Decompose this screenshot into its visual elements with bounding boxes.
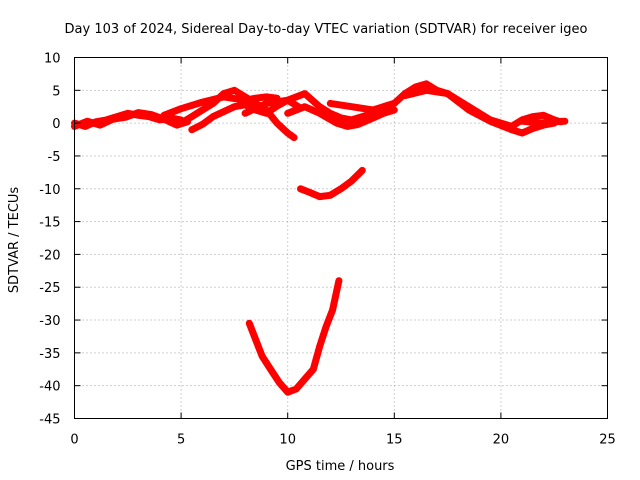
axis-ticks: [74, 57, 608, 419]
plot-frame: [74, 57, 608, 419]
x-tick-labels: 0 5 10 15 20 25: [70, 433, 615, 448]
y-tick-label: -10: [39, 183, 60, 198]
series-track-7: [284, 103, 398, 130]
series-track-4: [160, 93, 281, 119]
y-tick-label: 5: [52, 84, 60, 99]
y-tick-label: -35: [39, 347, 60, 362]
data-series: [71, 80, 569, 396]
x-tick-label: 20: [493, 433, 510, 448]
x-tick-label: 10: [279, 433, 296, 448]
y-tick-label: -15: [39, 216, 60, 231]
x-axis-label: GPS time / hours: [286, 459, 395, 474]
x-tick-label: 25: [599, 433, 616, 448]
x-tick-label: 15: [386, 433, 403, 448]
series-track-2: [71, 109, 191, 130]
y-axis-label: SDTVAR / TECUs: [7, 187, 22, 294]
x-tick-label: 5: [177, 433, 185, 448]
series-track-12: [245, 277, 343, 396]
x-tick-label: 0: [70, 433, 78, 448]
series-track-10: [518, 117, 569, 127]
series-track-9: [401, 86, 558, 137]
grid-lines: [74, 57, 608, 419]
y-tick-label: 0: [52, 117, 60, 132]
y-tick-label: -30: [39, 314, 60, 329]
y-tick-label: -40: [39, 380, 60, 395]
y-tick-label: -25: [39, 281, 60, 296]
y-tick-label: 10: [44, 52, 61, 67]
y-tick-label: -5: [48, 150, 61, 165]
y-tick-label: -45: [39, 413, 60, 428]
y-tick-labels: 10 5 0 -5 -10 -15 -20 -25 -30 -35 -40 -45: [39, 52, 60, 428]
series-track-11: [297, 166, 366, 201]
series-track-3: [177, 86, 298, 142]
y-tick-label: -20: [39, 248, 60, 263]
chart-title: Day 103 of 2024, Sidereal Day-to-day VTE…: [65, 22, 588, 37]
